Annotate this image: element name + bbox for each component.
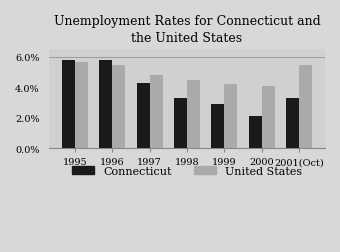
Title: Unemployment Rates for Connecticut and
the United States: Unemployment Rates for Connecticut and t…: [54, 15, 320, 45]
Bar: [150, 76, 163, 149]
Bar: [262, 86, 275, 149]
Bar: [286, 99, 299, 149]
Legend: Connecticut, United States: Connecticut, United States: [68, 162, 306, 181]
Bar: [299, 65, 312, 149]
Bar: [62, 61, 75, 149]
Bar: [224, 85, 237, 149]
Bar: [75, 62, 88, 149]
Bar: [112, 65, 125, 149]
Bar: [249, 117, 262, 149]
Bar: [211, 105, 224, 149]
Bar: [187, 80, 200, 149]
Bar: [174, 99, 187, 149]
Bar: [137, 83, 150, 149]
Bar: [99, 61, 112, 149]
